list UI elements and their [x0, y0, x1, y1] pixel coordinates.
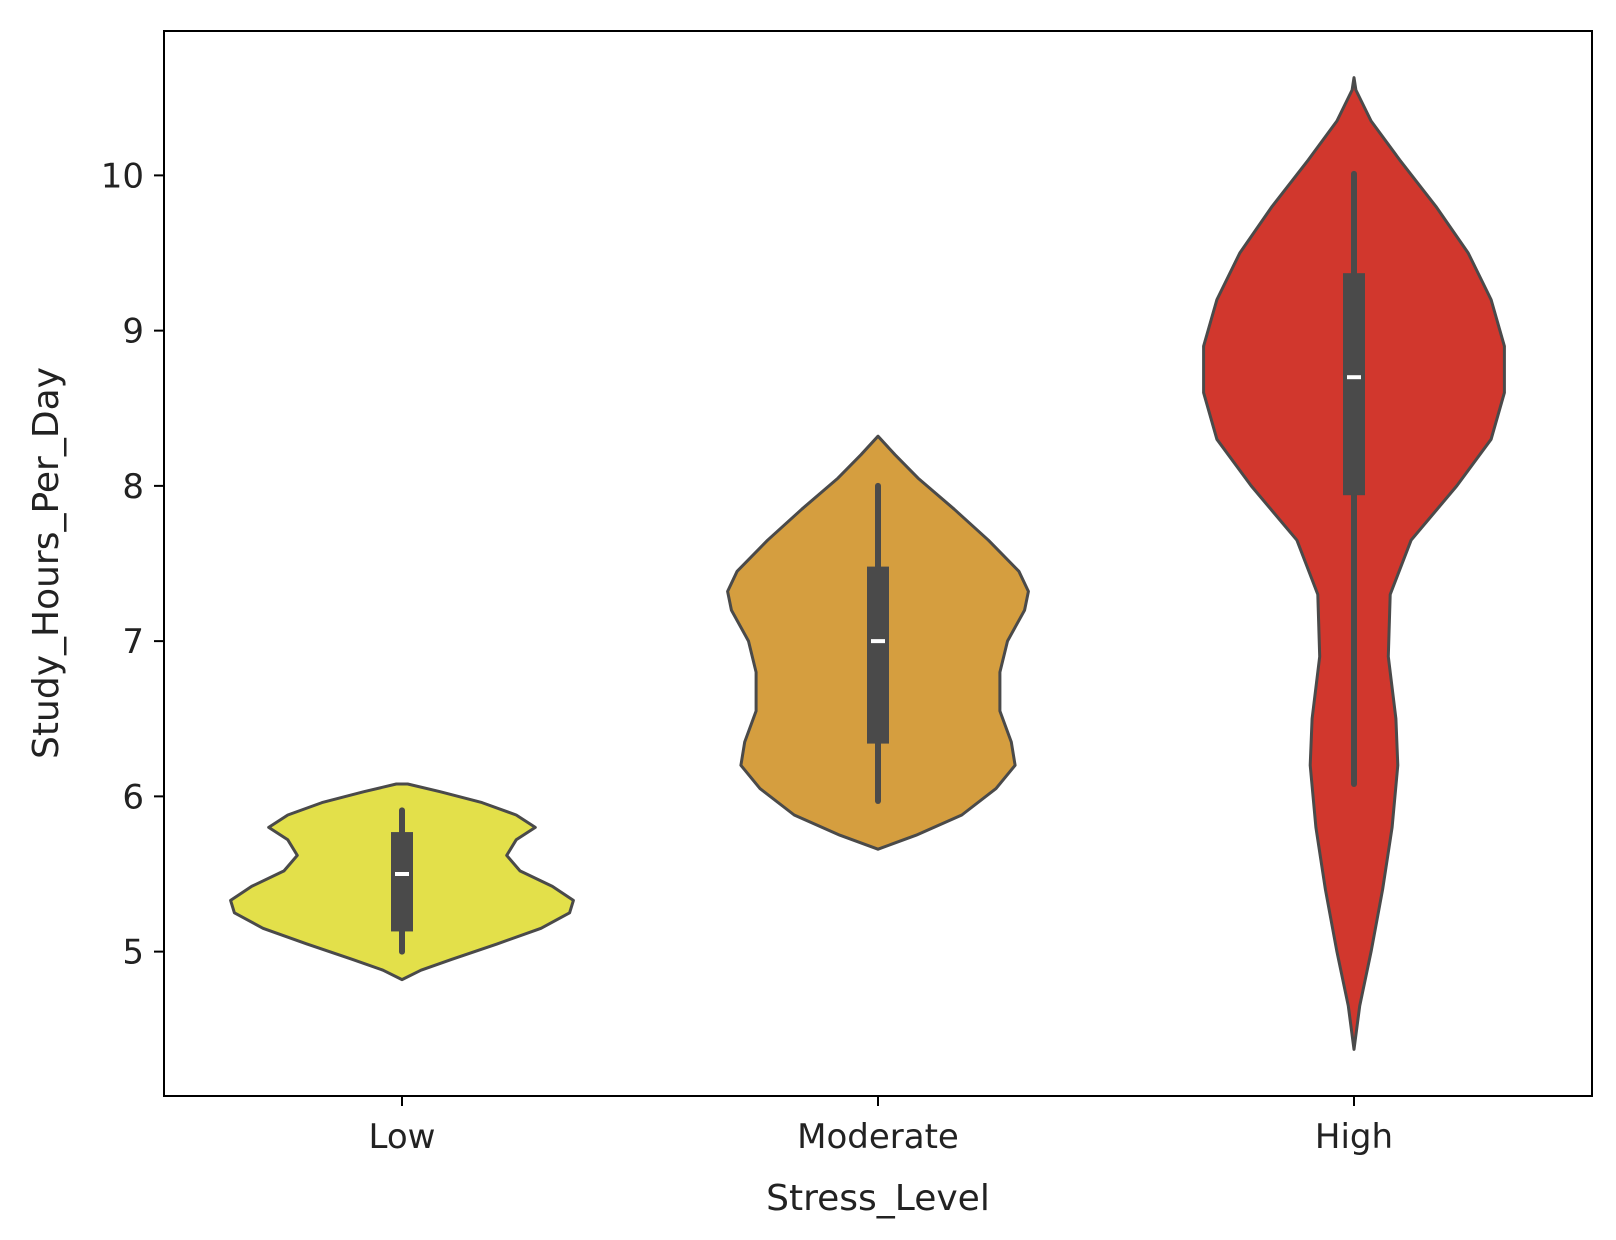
y-tick-label: 5: [122, 933, 144, 973]
x-axis-label: Stress_Level: [766, 1178, 990, 1219]
x-axis: Low Moderate High: [369, 1096, 1393, 1157]
y-axis: 5 6 7 8 9 10: [101, 156, 164, 973]
x-tick-label: Low: [369, 1117, 436, 1157]
violin-layer: [229, 76, 1506, 1051]
iqr-box-low: [391, 832, 413, 932]
y-tick-label: 9: [122, 312, 144, 352]
iqr-box-moderate: [867, 566, 889, 744]
y-tick-label: 6: [122, 777, 144, 817]
y-tick-label: 8: [122, 467, 144, 507]
y-tick-label: 10: [101, 156, 144, 196]
x-tick-label: High: [1315, 1117, 1393, 1157]
y-tick-label: 7: [122, 622, 144, 662]
x-tick-label: Moderate: [797, 1117, 959, 1157]
iqr-box-high: [1343, 273, 1365, 496]
y-axis-label: Study_Hours_Per_Day: [26, 367, 67, 759]
